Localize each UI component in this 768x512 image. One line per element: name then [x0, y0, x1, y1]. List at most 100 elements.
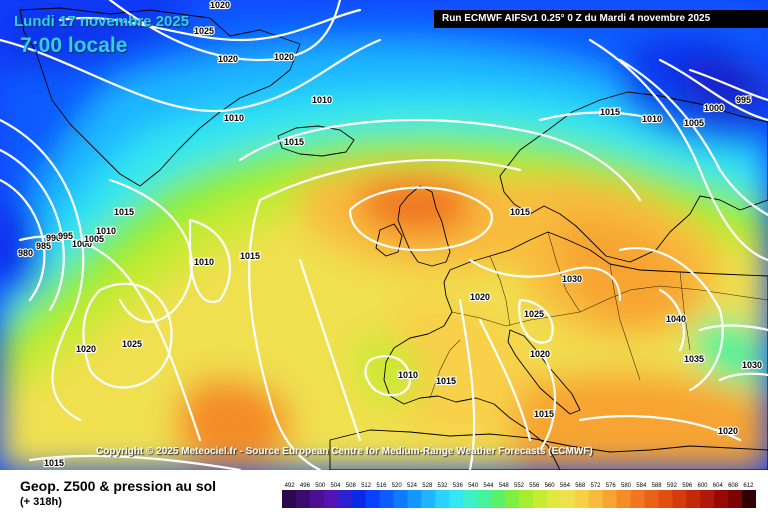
greenland-coast [19, 7, 301, 187]
scale-tick-label: 552 [514, 483, 525, 489]
scale-swatch [323, 490, 339, 508]
scale-tick-label: 572 [590, 483, 601, 489]
scale-tick-label: 588 [652, 483, 663, 489]
scale-swatch [546, 490, 562, 508]
scale-swatch [686, 490, 701, 508]
ireland-coast [375, 223, 403, 257]
scale-tick-label: 536 [453, 483, 464, 489]
scale-swatch [491, 490, 506, 508]
scale-tick-label: 524 [407, 483, 418, 489]
scale-swatch [519, 490, 534, 508]
africa-coast [329, 429, 768, 470]
scale-swatch [282, 490, 297, 508]
scale-swatch [588, 490, 604, 508]
scale-tick-label: 556 [529, 483, 540, 489]
forecast-lead-time: (+ 318h) [20, 496, 62, 508]
scale-swatch [407, 490, 422, 508]
scale-tick-label: 564 [560, 483, 571, 489]
scale-tick-label: 580 [621, 483, 632, 489]
scale-swatch [449, 490, 464, 508]
isobar-label: 990 [46, 233, 61, 243]
iceland-coast [277, 125, 355, 157]
isobar-label: 1015 [510, 207, 530, 217]
scale-swatch [477, 490, 492, 508]
scale-tick-label: 500 [315, 483, 326, 489]
scale-swatch [295, 490, 311, 508]
isobar-label: 1010 [398, 370, 418, 380]
model-run-info: Run ECMWF AIFSv1 0.25° 0 Z du Mardi 4 no… [434, 10, 768, 28]
scale-swatch [742, 490, 756, 508]
isobar-label: 1020 [76, 344, 96, 354]
forecast-map: 1020 1025 1020 1020 1010 1010 1015 1015 … [0, 0, 768, 470]
scale-tick-label: 592 [667, 483, 678, 489]
scale-swatch [616, 490, 631, 508]
scale-tick-label: 504 [330, 483, 341, 489]
isobar-label: 1040 [666, 314, 686, 324]
isobar-label: 1015 [534, 409, 554, 419]
scale-tick-label: 496 [300, 483, 311, 489]
isobar-lines [0, 0, 768, 470]
europe-coast [383, 231, 768, 470]
color-scale: 492 496 500 504 508 512 516 520 524 528 532 536 540 5… [282, 483, 756, 508]
britain-coast [397, 185, 451, 267]
isobar-label: 1015 [114, 207, 134, 217]
isobar-label: 1020 [530, 349, 550, 359]
isobar-label: 995 [736, 95, 751, 105]
scale-tick-label: 584 [636, 483, 647, 489]
scale-tick-label: 532 [437, 483, 448, 489]
isobar-label: 1010 [312, 95, 332, 105]
scale-tick-label: 560 [545, 483, 556, 489]
scale-swatch [714, 490, 729, 508]
scale-swatch [728, 490, 743, 508]
scale-tick-label: 612 [743, 483, 754, 489]
scale-tick-label: 568 [575, 483, 586, 489]
italy-coast [507, 329, 581, 415]
scale-swatch [365, 490, 380, 508]
scale-swatch [560, 490, 576, 508]
scale-tick-label: 508 [346, 483, 357, 489]
scale-tick-label: 604 [713, 483, 724, 489]
isobar-label: 1015 [436, 376, 456, 386]
scale-swatch [435, 490, 450, 508]
scale-swatch [393, 490, 408, 508]
scale-swatch [421, 490, 436, 508]
scale-tick-label: 608 [728, 483, 739, 489]
scale-swatch [309, 490, 325, 508]
isobar-label: 1020 [470, 292, 490, 302]
isobar-label: 995 [58, 231, 73, 241]
copyright-notice: Copyright © 2025 Meteociel.fr - Source E… [96, 446, 593, 457]
isobar-label: 1010 [96, 226, 116, 236]
scale-swatch [700, 490, 715, 508]
isobar-label: 1035 [684, 354, 704, 364]
isobar-label: 1000 [72, 239, 92, 249]
country-borders [429, 231, 768, 399]
isobar-labels: 1020 1025 1020 1020 1010 1010 1015 1015 … [17, 0, 763, 469]
scale-tick-label: 540 [468, 483, 479, 489]
scale-swatch [337, 490, 353, 508]
scale-tick-label: 516 [376, 483, 387, 489]
isobar-label: 1015 [284, 137, 304, 147]
isobar-label: 1005 [684, 118, 704, 128]
scale-swatch [672, 490, 687, 508]
isobar-label: 985 [36, 241, 51, 251]
forecast-time: 7:00 locale [20, 34, 128, 57]
scandinavia-coast [499, 91, 768, 263]
isobar-label: 1025 [194, 26, 214, 36]
scale-tick-label: 548 [499, 483, 510, 489]
isobar-label: 1020 [218, 54, 238, 64]
scale-tick-label: 576 [606, 483, 617, 489]
product-title: Geop. Z500 & pression au sol [20, 478, 217, 494]
forecast-date: Lundi 17 novembre 2025 [14, 13, 190, 30]
isobar-label: 1015 [240, 251, 260, 261]
isobar-label: 1025 [122, 339, 142, 349]
isobar-label: 980 [18, 248, 33, 258]
isobar-label: 1010 [194, 257, 214, 267]
isobar-label: 1030 [742, 360, 762, 370]
scale-swatch [574, 490, 590, 508]
scale-swatch [532, 490, 548, 508]
scale-tick-label: 520 [392, 483, 403, 489]
isobar-label: 1000 [704, 103, 724, 113]
isobar-label: 1020 [718, 426, 738, 436]
scale-swatch [351, 490, 367, 508]
